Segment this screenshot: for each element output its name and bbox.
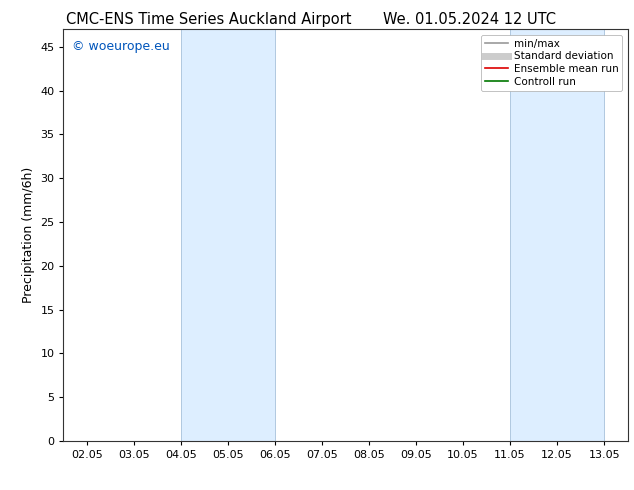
Y-axis label: Precipitation (mm/6h): Precipitation (mm/6h) <box>22 167 35 303</box>
Text: We. 01.05.2024 12 UTC: We. 01.05.2024 12 UTC <box>383 12 555 27</box>
Legend: min/max, Standard deviation, Ensemble mean run, Controll run: min/max, Standard deviation, Ensemble me… <box>481 35 623 91</box>
Bar <box>181 29 275 441</box>
Bar <box>510 29 604 441</box>
Text: © woeurope.eu: © woeurope.eu <box>72 40 170 53</box>
Text: CMC-ENS Time Series Auckland Airport: CMC-ENS Time Series Auckland Airport <box>67 12 352 27</box>
